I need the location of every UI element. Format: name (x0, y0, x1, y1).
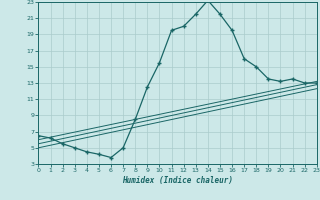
X-axis label: Humidex (Indice chaleur): Humidex (Indice chaleur) (122, 176, 233, 185)
